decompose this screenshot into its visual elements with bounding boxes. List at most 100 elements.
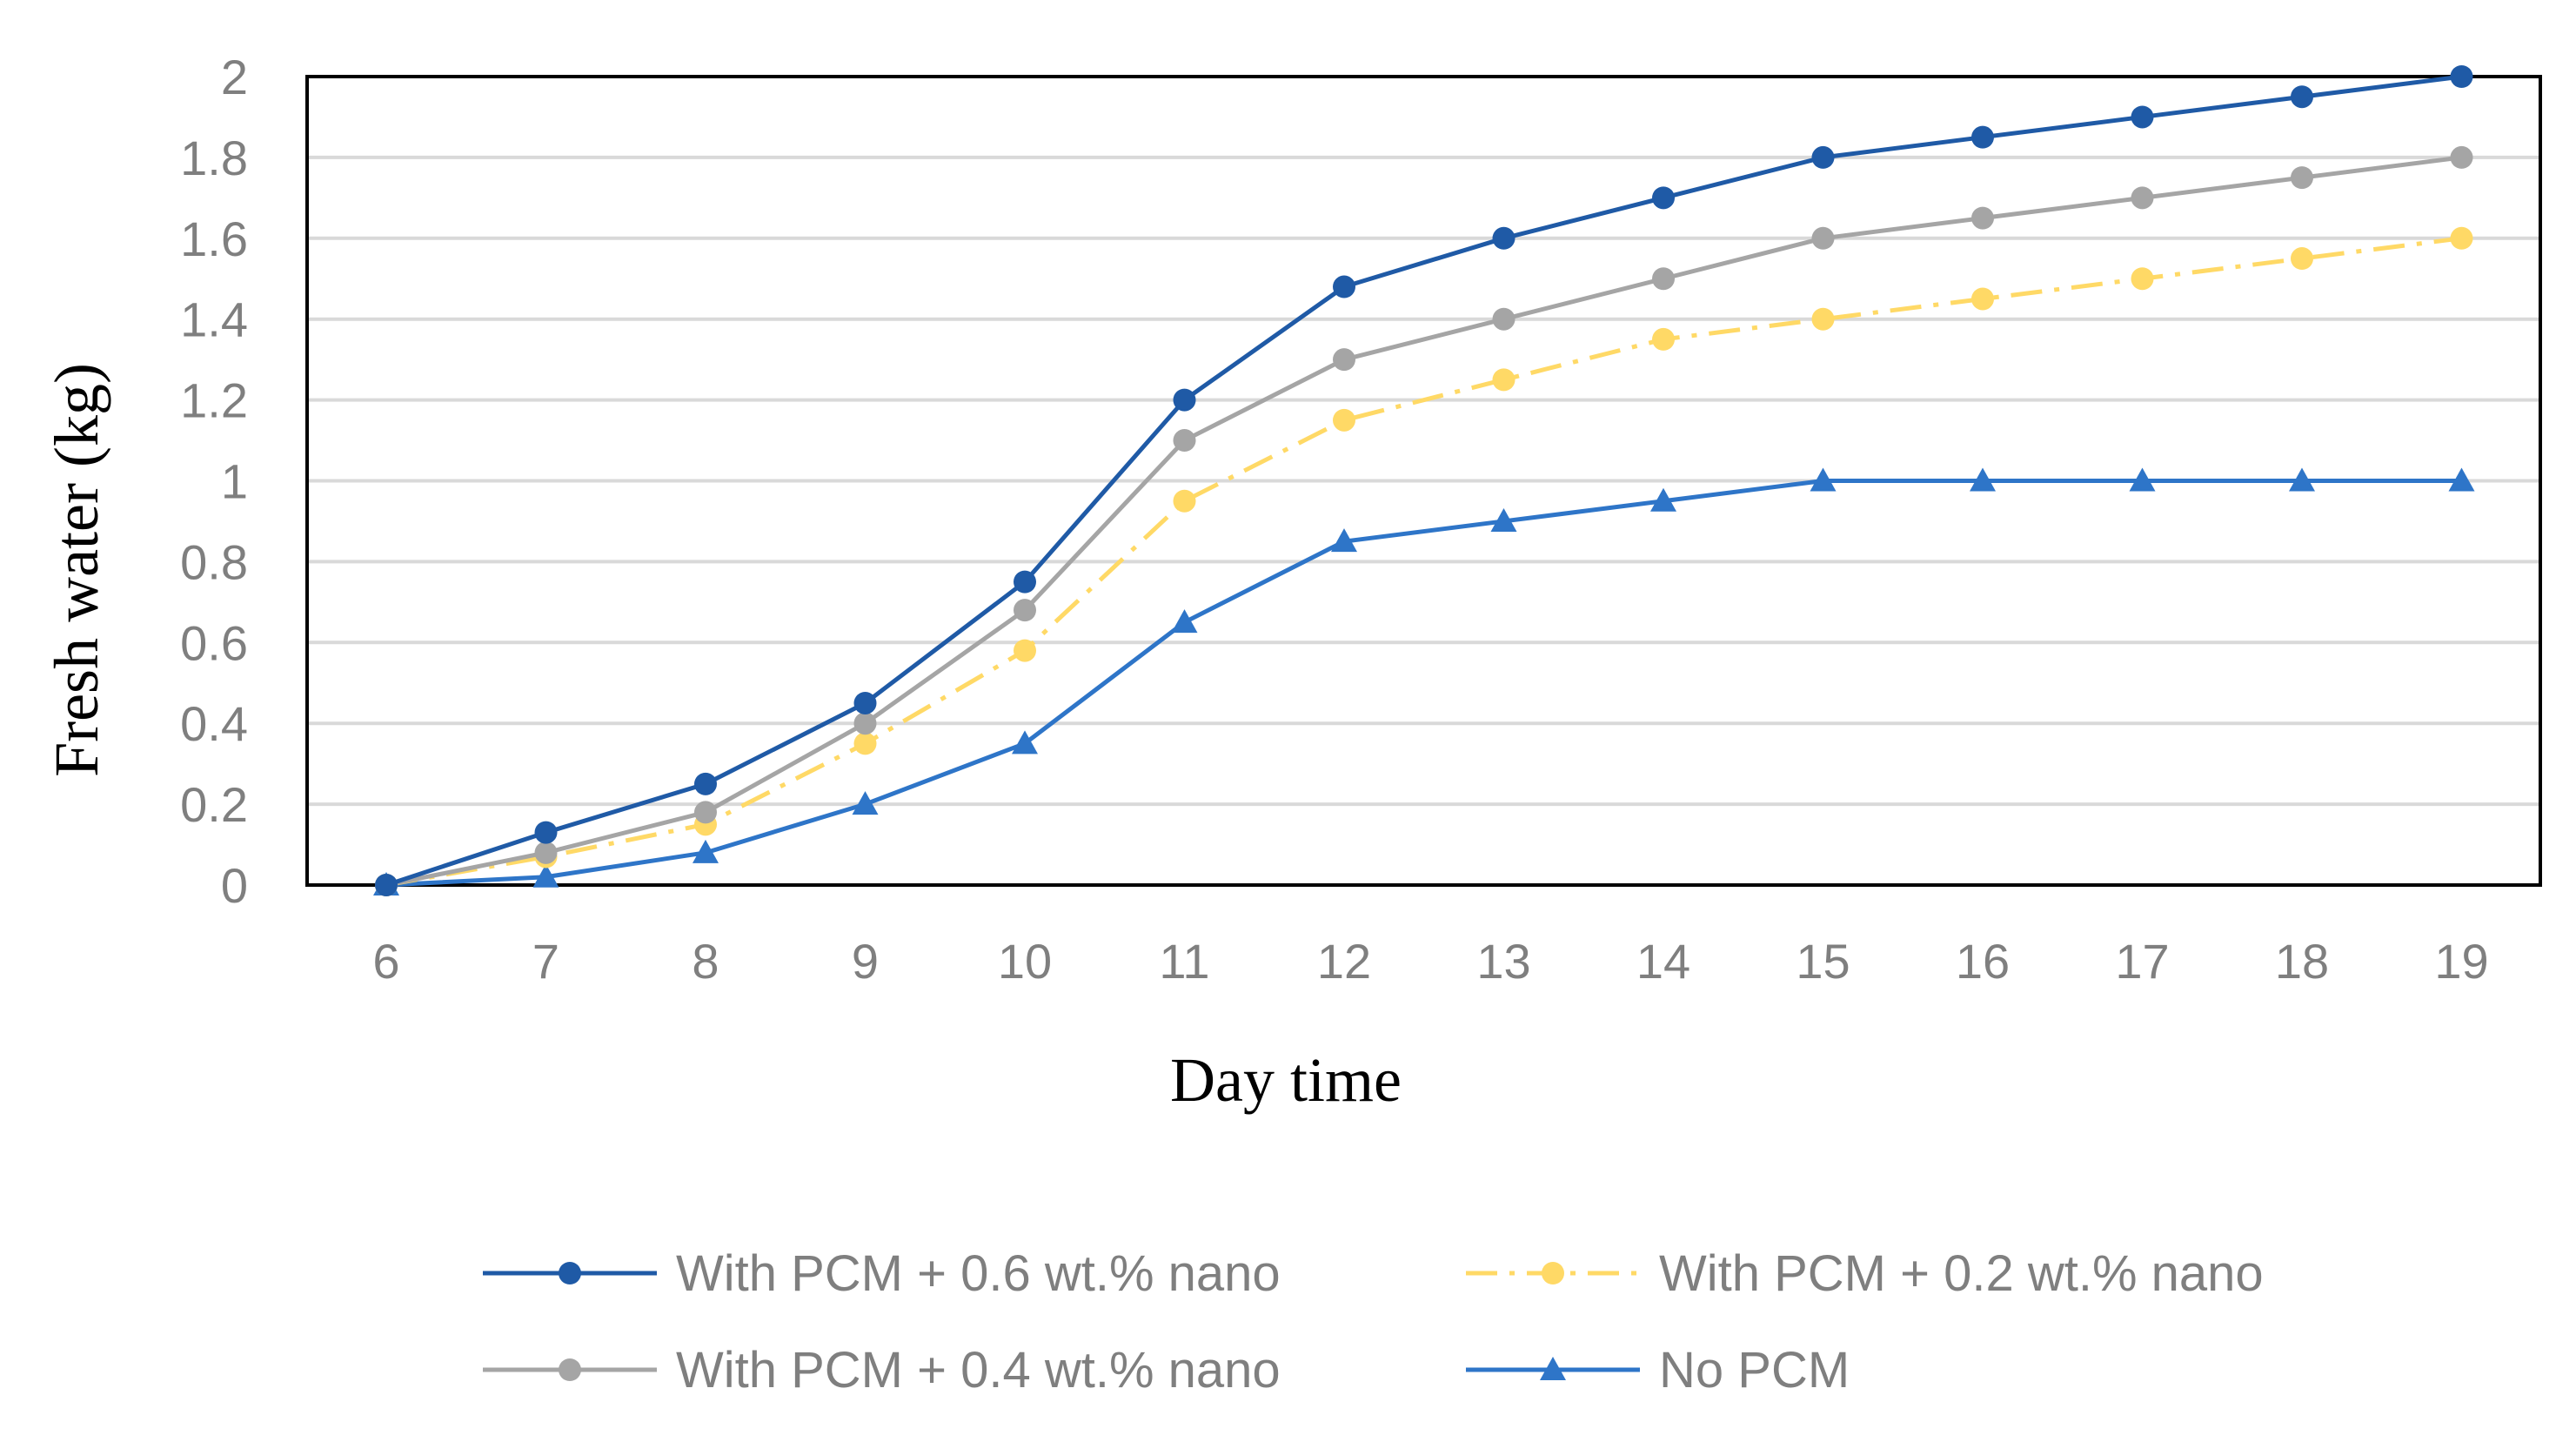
y-tick-label: 0 bbox=[221, 858, 248, 913]
data-point bbox=[375, 874, 398, 896]
series-line bbox=[385, 155, 2462, 888]
data-point bbox=[2129, 467, 2156, 492]
data-point bbox=[1173, 489, 1196, 513]
y-tick-label: 1.6 bbox=[180, 211, 248, 266]
x-tick-label: 15 bbox=[1796, 934, 1850, 989]
y-tick-label: 1.2 bbox=[180, 373, 248, 428]
x-tick-labels: 6 7 8 9 10 11 12 13 14 15 16 17 18 19 bbox=[372, 934, 2488, 989]
legend-label: With PCM + 0.2 wt.% nano bbox=[1659, 1245, 2264, 1302]
data-point bbox=[1014, 570, 1036, 594]
x-tick-label: 11 bbox=[1159, 934, 1209, 989]
y-tick-label: 0.2 bbox=[180, 777, 248, 832]
series-line bbox=[385, 479, 2462, 888]
data-point bbox=[1652, 327, 1675, 351]
series-line bbox=[385, 236, 2462, 888]
data-point bbox=[532, 863, 559, 888]
data-point bbox=[1333, 348, 1355, 372]
data-point bbox=[1810, 467, 1837, 492]
data-point bbox=[1333, 408, 1355, 432]
x-tick-label: 6 bbox=[372, 934, 399, 989]
y-tick-label: 0.6 bbox=[180, 615, 248, 670]
x-tick-label: 13 bbox=[1476, 934, 1530, 989]
x-tick-label: 10 bbox=[998, 934, 1052, 989]
legend-marker bbox=[559, 1262, 581, 1284]
legend-item-3: With PCM + 0.2 wt.% nano bbox=[1466, 1245, 2264, 1302]
x-axis-title: Day time bbox=[1170, 1045, 1402, 1115]
y-tick-label: 1.4 bbox=[180, 292, 248, 347]
data-point bbox=[2448, 467, 2475, 492]
y-tick-label: 2 bbox=[221, 50, 248, 104]
legend-label: No PCM bbox=[1659, 1342, 1850, 1398]
data-point bbox=[1971, 125, 1994, 149]
x-tick-label: 8 bbox=[692, 934, 719, 989]
legend-label: With PCM + 0.6 wt.% nano bbox=[676, 1245, 1281, 1302]
data-point bbox=[694, 801, 717, 824]
x-tick-label: 18 bbox=[2275, 934, 2329, 989]
data-point bbox=[1971, 287, 1994, 311]
data-point bbox=[1971, 206, 1994, 230]
data-point bbox=[694, 772, 717, 795]
data-point bbox=[2450, 145, 2473, 169]
data-point bbox=[1650, 487, 1676, 512]
data-point bbox=[693, 839, 719, 863]
data-point bbox=[1492, 307, 1515, 331]
y-tick-label: 0.4 bbox=[180, 696, 248, 751]
x-tick-label: 9 bbox=[852, 934, 879, 989]
series-2 bbox=[375, 145, 2473, 896]
series-4 bbox=[373, 467, 2475, 895]
legend: With PCM + 0.6 wt.% nano With PCM + 0.4 w… bbox=[483, 1245, 2264, 1398]
y-axis-title: Fresh water (kg) bbox=[42, 363, 111, 777]
data-point bbox=[1492, 368, 1515, 392]
plot-area-frame bbox=[305, 75, 2542, 887]
series-line bbox=[385, 74, 2462, 888]
legend-label: With PCM + 0.4 wt.% nano bbox=[676, 1342, 1281, 1398]
x-tick-label: 7 bbox=[532, 934, 559, 989]
data-point bbox=[853, 732, 877, 755]
data-point bbox=[853, 712, 877, 735]
data-point bbox=[1173, 388, 1196, 412]
data-point bbox=[1811, 307, 1835, 331]
data-point bbox=[1490, 507, 1517, 532]
data-point bbox=[2291, 166, 2313, 190]
data-point bbox=[1811, 226, 1835, 250]
legend-marker bbox=[559, 1358, 581, 1381]
legend-item-4: No PCM bbox=[1466, 1342, 1850, 1398]
series-layer bbox=[373, 65, 2475, 896]
data-point bbox=[2131, 186, 2154, 210]
x-tick-label: 19 bbox=[2434, 934, 2488, 989]
y-tick-label: 1.8 bbox=[180, 131, 248, 185]
data-point bbox=[2289, 467, 2315, 492]
legend-marker bbox=[1540, 1357, 1566, 1380]
data-point bbox=[2450, 226, 2473, 250]
data-point bbox=[534, 841, 558, 864]
y-tick-labels: 0 0.2 0.4 0.6 0.8 1 1.2 1.4 1.6 1.8 2 bbox=[180, 50, 248, 913]
data-point bbox=[1014, 599, 1036, 622]
data-point bbox=[1652, 267, 1675, 291]
data-point bbox=[1173, 429, 1196, 453]
data-point bbox=[853, 691, 877, 714]
data-point bbox=[2131, 267, 2154, 291]
series-1 bbox=[375, 65, 2473, 896]
data-point bbox=[1970, 467, 1996, 492]
x-tick-label: 16 bbox=[1956, 934, 2010, 989]
legend-item-2: With PCM + 0.4 wt.% nano bbox=[483, 1342, 1281, 1398]
x-tick-label: 12 bbox=[1317, 934, 1371, 989]
data-point bbox=[1012, 730, 1038, 755]
y-tick-label: 1 bbox=[221, 454, 248, 509]
x-tick-label: 14 bbox=[1636, 934, 1690, 989]
data-point bbox=[2450, 65, 2473, 88]
data-point bbox=[534, 821, 558, 844]
data-point bbox=[1492, 226, 1515, 250]
data-point bbox=[852, 791, 879, 815]
data-point bbox=[1333, 275, 1355, 298]
data-point bbox=[1652, 186, 1675, 210]
data-point bbox=[1171, 609, 1198, 634]
data-point bbox=[1014, 639, 1036, 662]
data-point bbox=[1331, 528, 1357, 553]
y-tick-label: 0.8 bbox=[180, 534, 248, 589]
data-point bbox=[1811, 145, 1835, 169]
legend-item-1: With PCM + 0.6 wt.% nano bbox=[483, 1245, 1281, 1302]
legend-marker bbox=[1542, 1262, 1564, 1284]
x-tick-label: 17 bbox=[2115, 934, 2169, 989]
